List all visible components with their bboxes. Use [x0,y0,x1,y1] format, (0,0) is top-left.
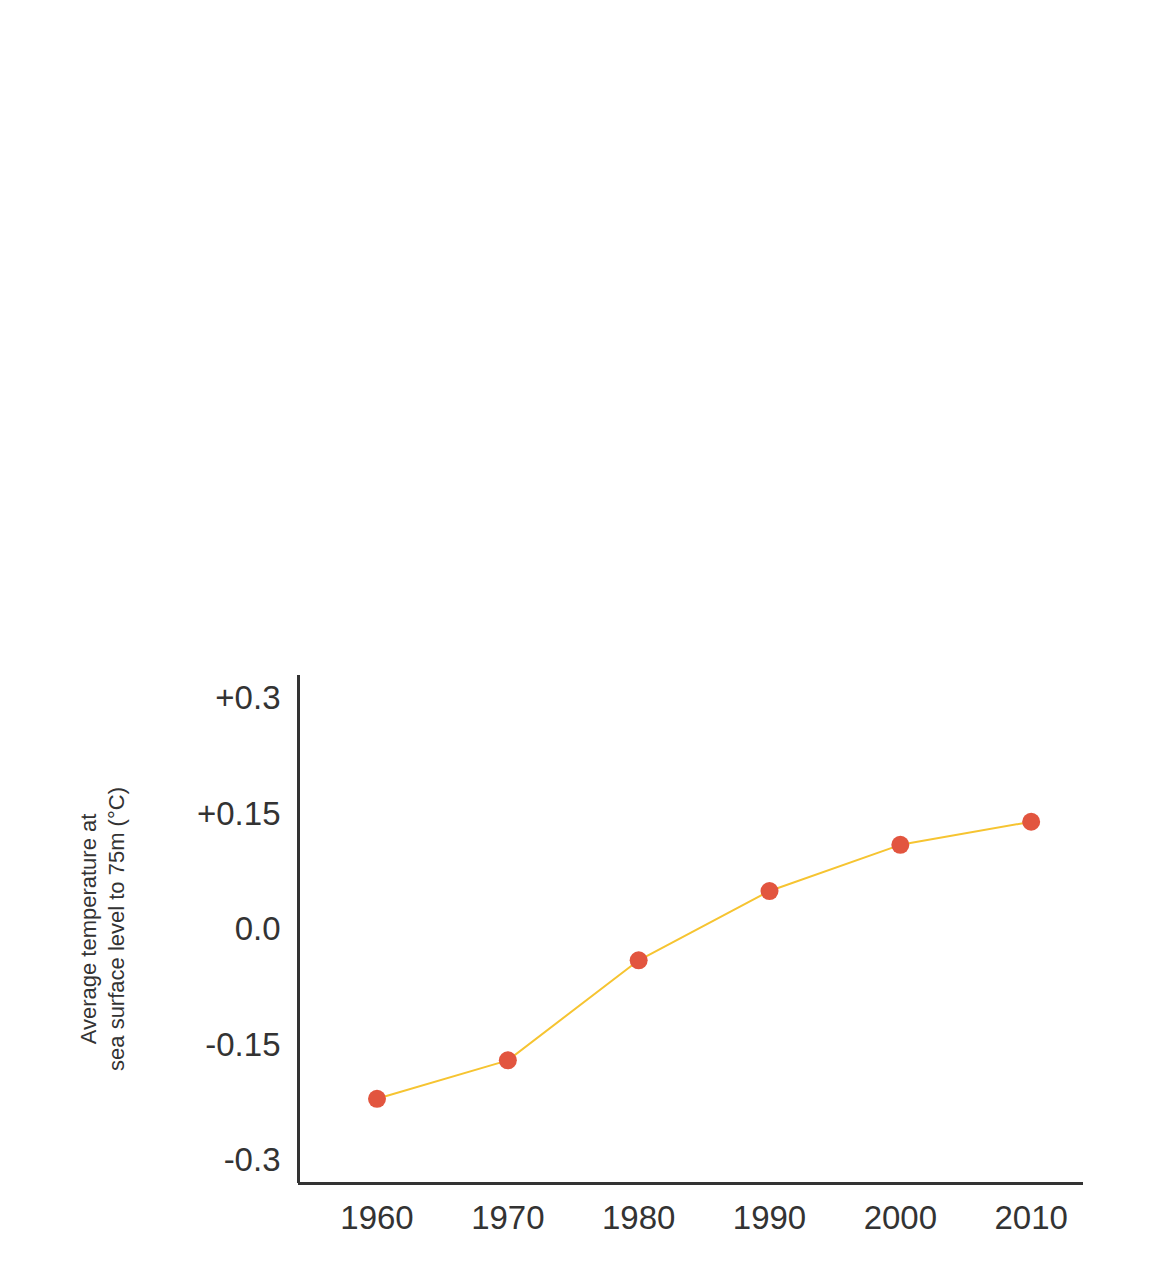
svg-text:0.0: 0.0 [235,910,281,947]
svg-text:1990: 1990 [733,1199,806,1236]
svg-text:2000: 2000 [864,1199,937,1236]
svg-text:1980: 1980 [602,1199,675,1236]
svg-text:-0.3: -0.3 [224,1141,281,1178]
svg-text:1960: 1960 [340,1199,413,1236]
svg-text:+0.3: +0.3 [215,679,280,716]
svg-text:2010: 2010 [994,1199,1067,1236]
svg-text:-0.15: -0.15 [205,1026,280,1063]
svg-text:+0.15: +0.15 [197,795,281,832]
svg-text:1970: 1970 [471,1199,544,1236]
svg-text:Average temperature atsea surf: Average temperature atsea surface level … [76,787,129,1071]
